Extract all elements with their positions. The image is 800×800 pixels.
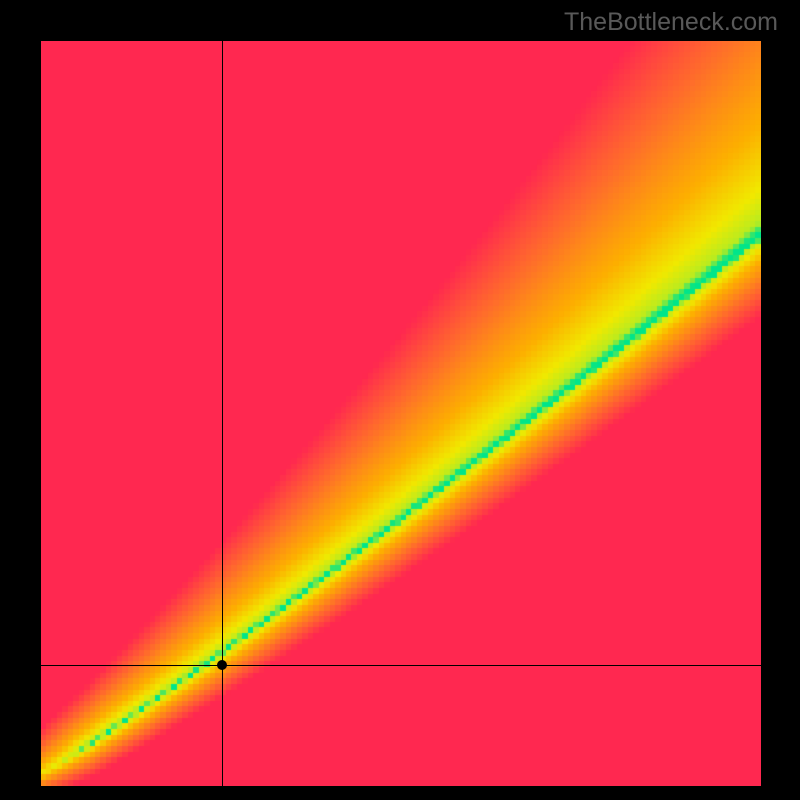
bottleneck-heatmap bbox=[41, 41, 761, 786]
plot-area bbox=[41, 41, 761, 786]
crosshair-vertical bbox=[222, 41, 223, 786]
watermark-text: TheBottleneck.com bbox=[564, 8, 778, 37]
data-point-marker bbox=[217, 660, 227, 670]
crosshair-horizontal bbox=[41, 665, 761, 666]
chart-container: TheBottleneck.com bbox=[0, 0, 800, 800]
